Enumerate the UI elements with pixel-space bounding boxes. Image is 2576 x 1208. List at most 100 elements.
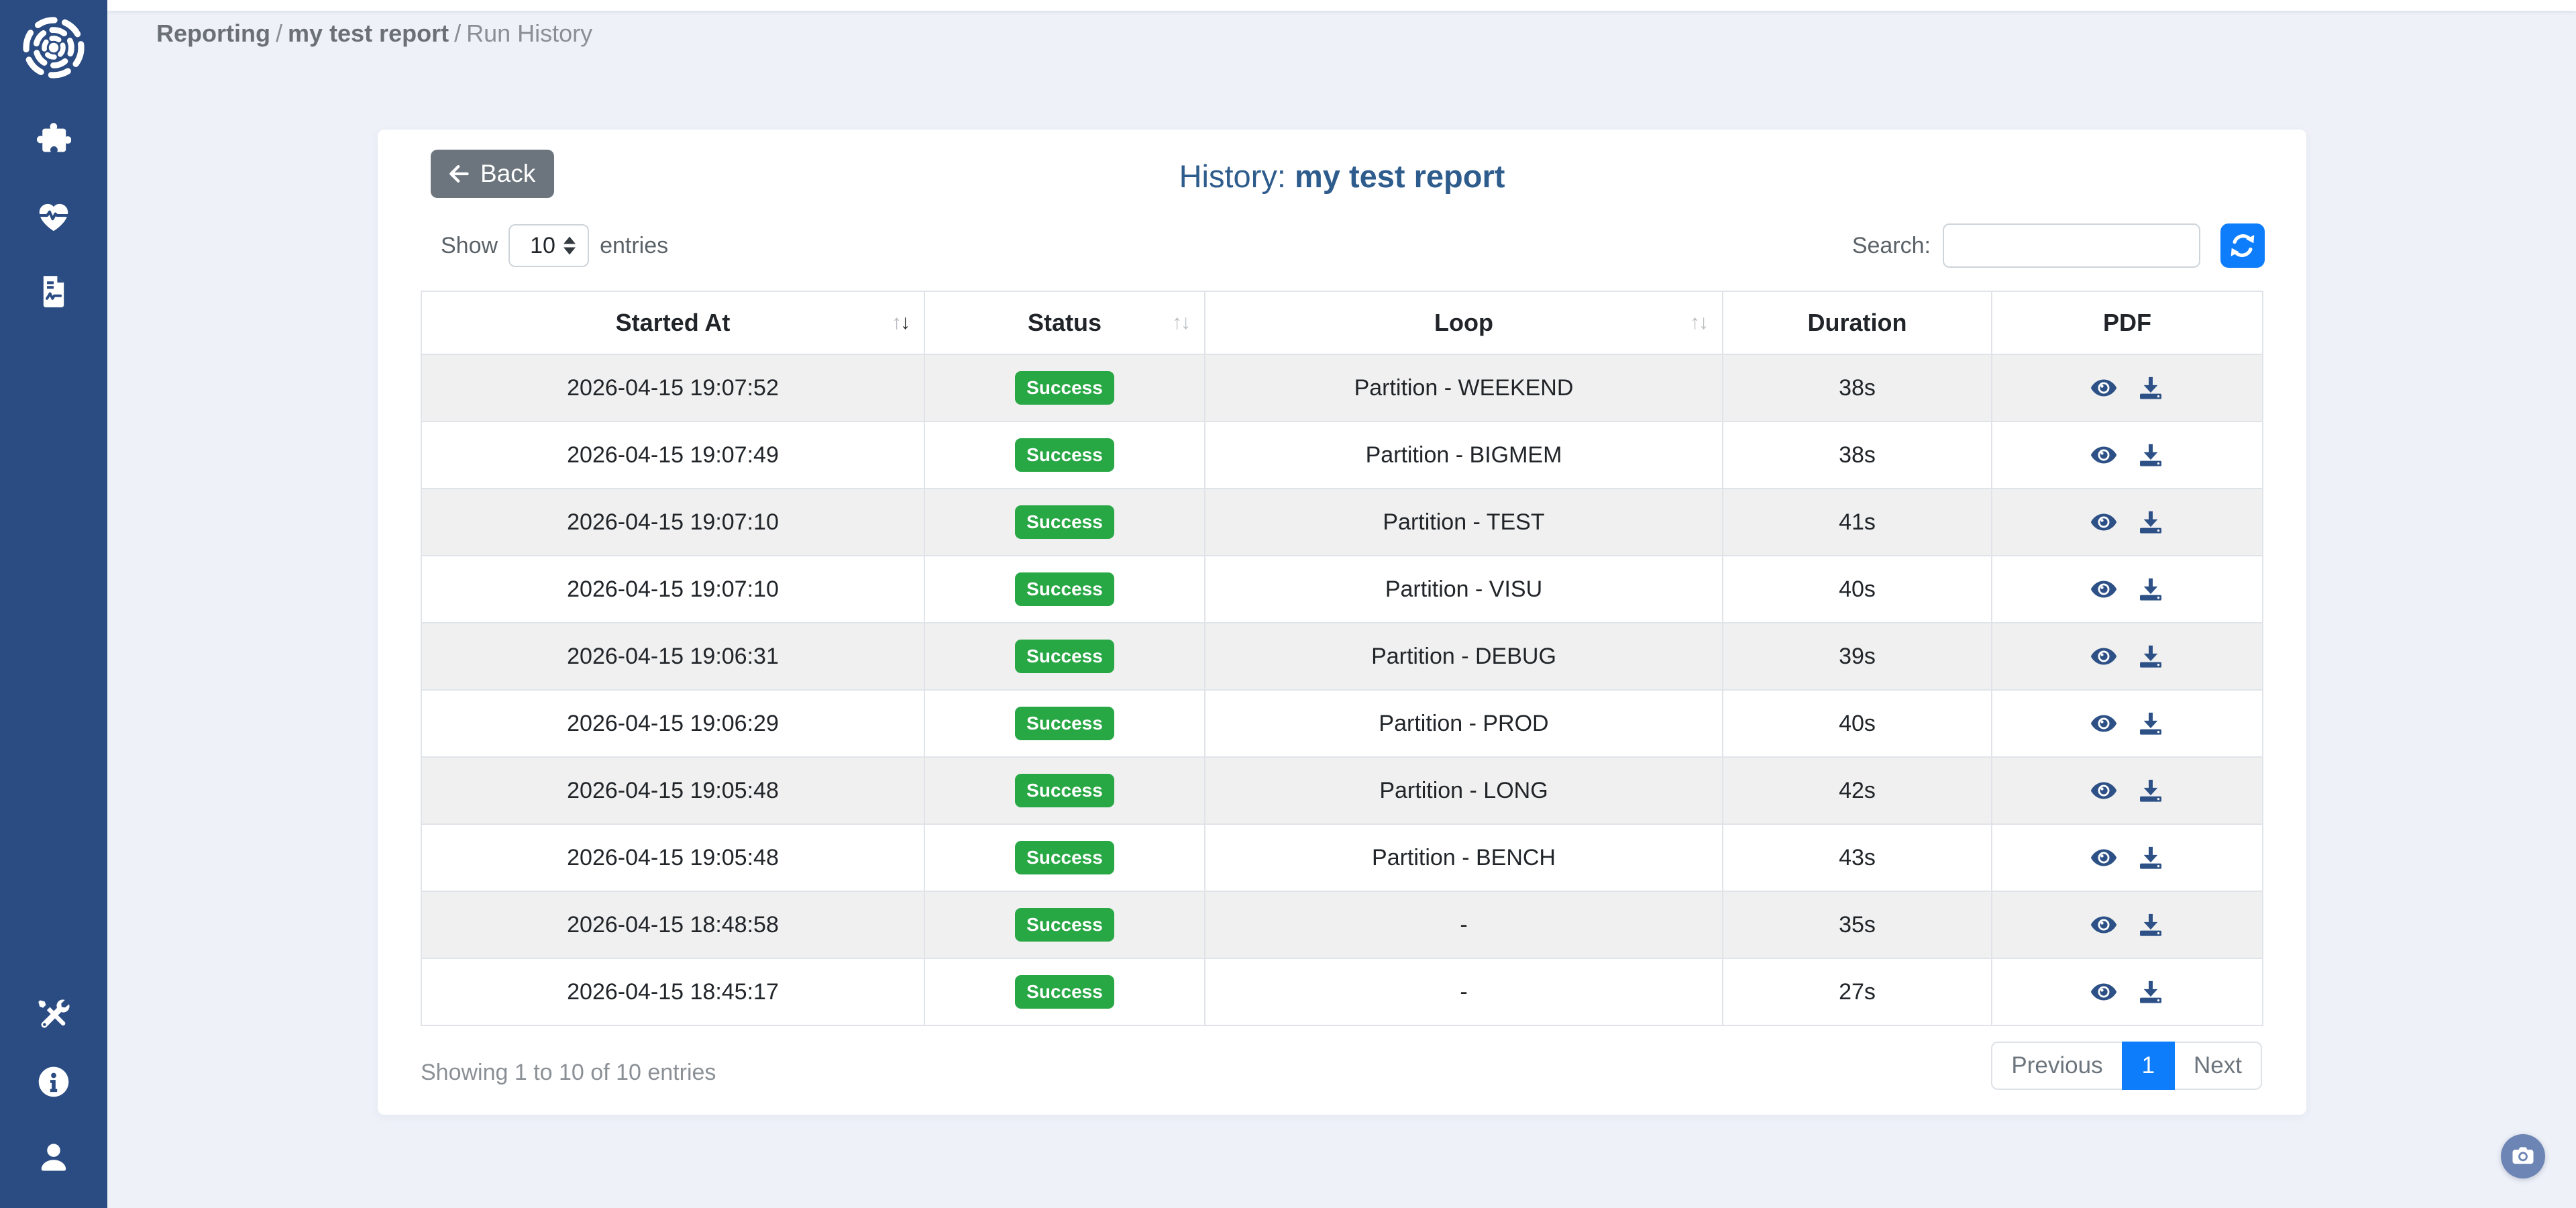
status-badge: Success bbox=[1015, 908, 1114, 942]
user-icon[interactable] bbox=[36, 1140, 71, 1175]
status-badge: Success bbox=[1015, 505, 1114, 539]
column-header-status[interactable]: Status ↑↓ bbox=[924, 291, 1205, 355]
puzzle-piece-icon[interactable] bbox=[36, 121, 71, 156]
search-label: Search: bbox=[1851, 232, 1931, 258]
table-row: 2026-04-15 19:06:31 Success Partition - DE… bbox=[421, 622, 2263, 691]
status-badge: Success bbox=[1015, 975, 1114, 1009]
cell-pdf bbox=[1991, 823, 2263, 892]
table-row: 2026-04-15 19:06:29 Success Partition - PR… bbox=[421, 689, 2263, 758]
status-badge: Success bbox=[1015, 438, 1114, 472]
cell-status: Success bbox=[924, 823, 1205, 892]
page-size-value: 10 bbox=[530, 232, 555, 258]
cell-pdf bbox=[1991, 756, 2263, 825]
status-badge: Success bbox=[1015, 640, 1114, 673]
download-pdf-icon[interactable] bbox=[2137, 777, 2164, 804]
screenshot-camera-button[interactable] bbox=[2501, 1134, 2545, 1178]
column-label: PDF bbox=[2103, 309, 2151, 336]
view-pdf-eye-icon[interactable] bbox=[2090, 978, 2117, 1005]
cell-started-at: 2026-04-15 19:07:49 bbox=[421, 421, 925, 489]
circle-info-icon[interactable] bbox=[36, 1064, 71, 1099]
view-pdf-eye-icon[interactable] bbox=[2090, 509, 2117, 536]
download-pdf-icon[interactable] bbox=[2137, 442, 2164, 468]
column-header-pdf: PDF bbox=[1991, 291, 2263, 355]
app-logo-icon[interactable] bbox=[21, 15, 86, 80]
next-page-button[interactable]: Next bbox=[2174, 1042, 2262, 1090]
status-badge: Success bbox=[1015, 572, 1114, 606]
cell-status: Success bbox=[924, 555, 1205, 623]
cell-status: Success bbox=[924, 891, 1205, 959]
refresh-button[interactable] bbox=[2220, 223, 2265, 268]
view-pdf-eye-icon[interactable] bbox=[2090, 710, 2117, 737]
sort-icons: ↑↓ bbox=[892, 311, 910, 334]
screwdriver-wrench-icon[interactable] bbox=[36, 998, 71, 1033]
view-pdf-eye-icon[interactable] bbox=[2090, 643, 2117, 670]
column-header-started-at[interactable]: Started At ↑↓ bbox=[421, 291, 925, 355]
view-pdf-eye-icon[interactable] bbox=[2090, 576, 2117, 603]
search-input[interactable] bbox=[1943, 223, 2200, 268]
cell-status: Success bbox=[924, 622, 1205, 691]
file-waveform-icon[interactable] bbox=[36, 274, 71, 309]
search-control: Search: bbox=[1852, 223, 2265, 268]
page-title-prefix: History: bbox=[1179, 158, 1295, 194]
cell-loop: - bbox=[1204, 958, 1723, 1026]
cell-loop: Partition - PROD bbox=[1204, 689, 1723, 758]
download-pdf-icon[interactable] bbox=[2137, 911, 2164, 938]
history-card: Back History: my test report Show 10 ent… bbox=[378, 130, 2306, 1115]
cell-duration: 35s bbox=[1722, 891, 1992, 959]
cell-started-at: 2026-04-15 19:05:48 bbox=[421, 756, 925, 825]
view-pdf-eye-icon[interactable] bbox=[2090, 844, 2117, 871]
view-pdf-eye-icon[interactable] bbox=[2090, 911, 2117, 938]
download-pdf-icon[interactable] bbox=[2137, 710, 2164, 737]
status-badge: Success bbox=[1015, 841, 1114, 874]
download-pdf-icon[interactable] bbox=[2137, 643, 2164, 670]
cell-pdf bbox=[1991, 689, 2263, 758]
cell-duration: 27s bbox=[1722, 958, 1992, 1026]
download-pdf-icon[interactable] bbox=[2137, 374, 2164, 401]
column-header-loop[interactable]: Loop ↑↓ bbox=[1204, 291, 1723, 355]
cell-started-at: 2026-04-15 18:45:17 bbox=[421, 958, 925, 1026]
sort-icons: ↑↓ bbox=[1690, 311, 1709, 334]
breadcrumb-section[interactable]: Reporting bbox=[156, 19, 270, 47]
table-controls: Show 10 entries Search: bbox=[378, 223, 2306, 268]
table-row: 2026-04-15 19:07:10 Success Partition - VI… bbox=[421, 555, 2263, 623]
cell-loop: - bbox=[1204, 891, 1723, 959]
table-body: 2026-04-15 19:07:52 Success Partition - WE… bbox=[421, 354, 2263, 1026]
view-pdf-eye-icon[interactable] bbox=[2090, 374, 2117, 401]
table-row: 2026-04-15 19:07:10 Success Partition - TE… bbox=[421, 488, 2263, 556]
cell-status: Success bbox=[924, 421, 1205, 489]
column-label: Loop bbox=[1434, 309, 1493, 336]
previous-page-button[interactable]: Previous bbox=[1991, 1042, 2123, 1090]
heart-pulse-icon[interactable] bbox=[36, 199, 71, 234]
status-badge: Success bbox=[1015, 707, 1114, 740]
download-pdf-icon[interactable] bbox=[2137, 978, 2164, 1005]
column-header-duration: Duration bbox=[1722, 291, 1992, 355]
download-pdf-icon[interactable] bbox=[2137, 844, 2164, 871]
page-1-button[interactable]: 1 bbox=[2121, 1042, 2176, 1090]
top-navbar bbox=[107, 0, 2576, 11]
cell-loop: Partition - TEST bbox=[1204, 488, 1723, 556]
cell-pdf bbox=[1991, 354, 2263, 422]
page-title-report-name: my test report bbox=[1294, 158, 1505, 194]
page-size-select[interactable]: 10 bbox=[508, 224, 590, 267]
cell-started-at: 2026-04-15 18:48:58 bbox=[421, 891, 925, 959]
breadcrumb-report[interactable]: my test report bbox=[288, 19, 449, 47]
cell-duration: 43s bbox=[1722, 823, 1992, 892]
cell-started-at: 2026-04-15 19:07:10 bbox=[421, 555, 925, 623]
view-pdf-eye-icon[interactable] bbox=[2090, 777, 2117, 804]
page-length-control: Show 10 entries bbox=[441, 223, 668, 268]
breadcrumb-current-page: Run History bbox=[466, 19, 593, 47]
cell-started-at: 2026-04-15 19:07:52 bbox=[421, 354, 925, 422]
cell-loop: Partition - DEBUG bbox=[1204, 622, 1723, 691]
view-pdf-eye-icon[interactable] bbox=[2090, 442, 2117, 468]
download-pdf-icon[interactable] bbox=[2137, 509, 2164, 536]
back-button[interactable]: Back bbox=[431, 150, 555, 198]
back-button-label: Back bbox=[480, 160, 536, 187]
cell-status: Success bbox=[924, 689, 1205, 758]
table-row: 2026-04-15 19:07:49 Success Partition - BI… bbox=[421, 421, 2263, 489]
table-row: 2026-04-15 18:45:17 Success -27s bbox=[421, 958, 2263, 1026]
download-pdf-icon[interactable] bbox=[2137, 576, 2164, 603]
cell-status: Success bbox=[924, 488, 1205, 556]
cell-status: Success bbox=[924, 756, 1205, 825]
table-row: 2026-04-15 19:07:52 Success Partition - WE… bbox=[421, 354, 2263, 422]
cell-duration: 38s bbox=[1722, 354, 1992, 422]
